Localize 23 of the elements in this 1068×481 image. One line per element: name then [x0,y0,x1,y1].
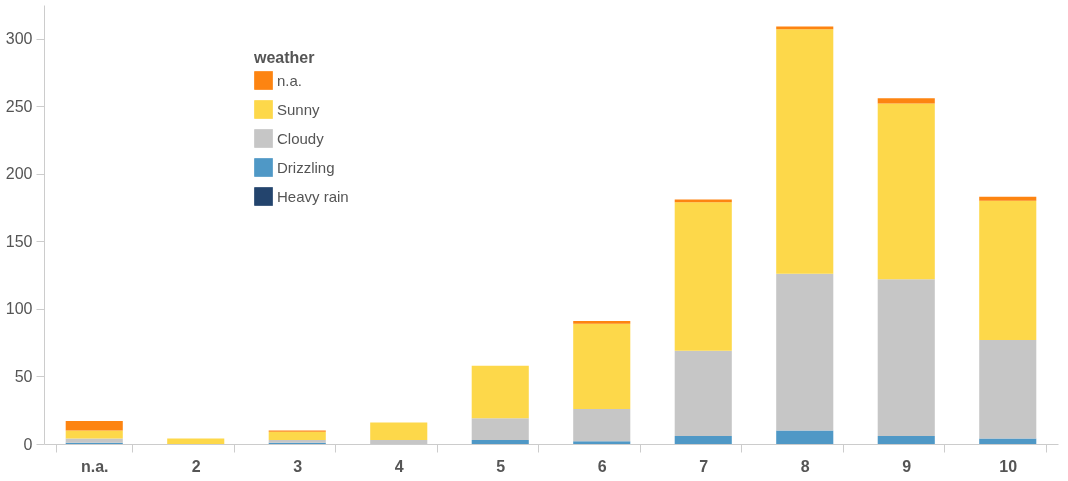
y-tick-label: 300 [5,30,33,48]
x-tick-label: 2 [191,457,201,475]
x-tick-label: n.a. [80,457,109,475]
legend-label: Heavy rain [277,187,349,205]
y-tick-label: 50 [14,367,33,385]
x-tick-label: 9 [902,457,912,475]
y-tick-label: 100 [5,300,33,318]
x-tick-label: 7 [699,457,709,475]
x-tick-label: 6 [597,457,607,475]
y-tick-label: 250 [5,97,33,115]
legend-label: Cloudy [277,129,325,147]
x-tick-label: 4 [394,457,404,475]
x-tick-label: 8 [800,457,810,475]
legend-label: Drizzling [277,158,335,176]
y-tick-label: 200 [5,165,33,183]
legend-label: Sunny [277,100,321,118]
x-tick-label: 3 [293,457,303,475]
x-tick-label: 10 [999,457,1018,475]
x-tick-label: 5 [496,457,506,475]
y-tick-label: 150 [5,232,33,250]
legend-title: weather [253,49,315,66]
legend-label: n.a. [277,71,303,89]
y-tick-label: 0 [23,435,33,453]
